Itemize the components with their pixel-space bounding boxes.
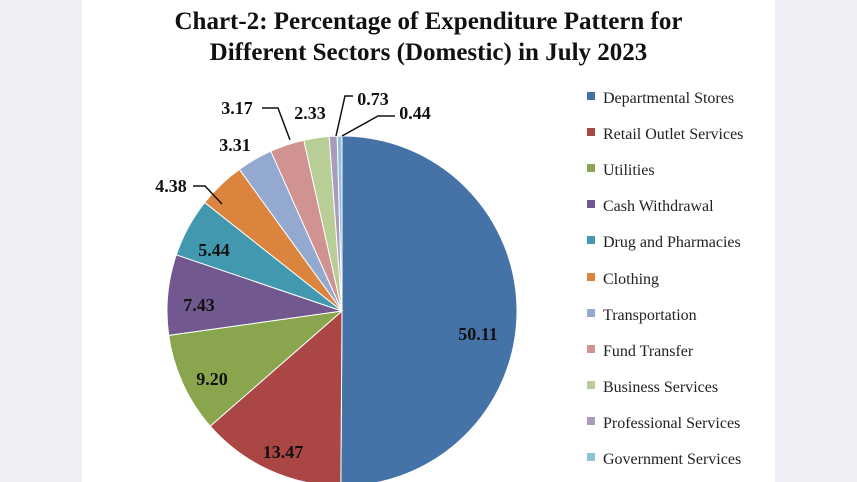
legend-swatch [587,200,595,209]
leader-line [262,107,291,141]
legend-item: Professional Services [587,414,740,434]
data-label: 4.38 [155,176,187,196]
legend-item: Transportation [587,306,697,326]
legend-swatch [587,128,595,137]
title-line-2: Different Sectors (Domestic) in July 202… [209,39,648,66]
pie-slice-government-services [336,135,343,312]
legend-item: Clothing [587,270,659,290]
legend-swatch [587,308,595,317]
legend-label: Utilities [603,162,655,180]
pie-slice-utilities [168,310,344,427]
legend-label: Transportation [603,306,697,324]
legend-item: Government Services [587,450,741,470]
legend-swatch [587,272,595,281]
legend-label: Business Services [603,378,719,396]
legend-item: Retail Outlet Services [587,125,743,145]
data-label: 3.31 [219,135,251,155]
legend-label: Government Services [603,451,742,468]
pie-slice-retail-outlet-services [209,309,343,482]
legend-item: Fund Transfer [587,342,693,362]
legend-item: Departmental Stores [587,89,734,109]
legend-label: Retail Outlet Services [603,126,744,144]
title-line-1: Chart-2: Percentage of Expenditure Patte… [174,8,683,35]
leader-line [341,115,395,137]
legend-swatch [587,92,595,100]
data-label: 0.44 [399,103,431,123]
chart-title: Chart-2: Percentage of Expenditure Patte… [0,6,857,68]
data-label: 2.33 [294,103,326,123]
legend-item: Drug and Pharmacies [587,233,741,253]
legend-swatch [587,380,595,389]
data-label: 50.11 [458,324,498,344]
legend-label: Cash Withdrawal [603,198,714,216]
legend-swatch [587,236,595,245]
data-label: 0.73 [357,89,389,109]
legend-swatch [587,416,595,425]
legend-item: Utilities [587,161,655,181]
data-label: 5.44 [198,240,230,260]
leader-line [193,185,223,205]
legend-label: Departmental Stores [603,90,735,107]
legend-item: Cash Withdrawal [587,197,714,217]
legend-swatch [587,344,595,353]
legend-swatch [587,453,595,461]
legend-swatch [587,164,595,173]
data-label: 13.47 [263,442,304,462]
legend-item: Business Services [587,378,718,398]
pie-slice-departmental-stores [340,135,518,482]
data-label: 7.43 [183,295,215,315]
legend-label: Professional Services [603,414,741,432]
legend-label: Drug and Pharmacies [603,234,741,252]
leader-line [335,95,353,137]
data-label: 9.20 [196,369,228,389]
legend-label: Fund Transfer [603,342,694,360]
data-label: 3.17 [221,98,253,118]
legend-label: Clothing [603,270,660,288]
